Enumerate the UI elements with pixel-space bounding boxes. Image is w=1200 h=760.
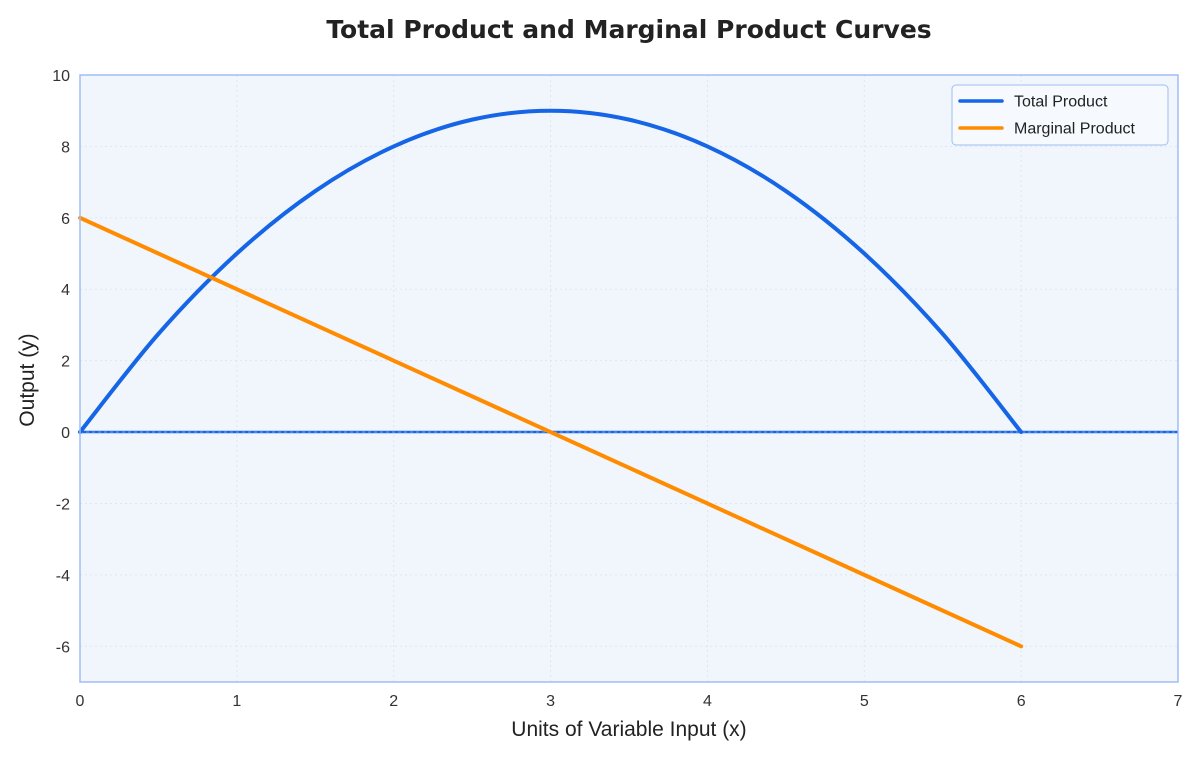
- x-tick-label: 1: [232, 693, 241, 710]
- x-tick-label: 5: [860, 693, 869, 710]
- series-lines: [78, 108, 1024, 649]
- y-tick-label: 10: [52, 68, 70, 85]
- series-line-marginal-product: [78, 215, 1024, 649]
- x-tick-label: 4: [703, 693, 712, 710]
- x-axis-label: Units of Variable Input (x): [511, 718, 746, 741]
- x-tick-label: 0: [76, 693, 85, 710]
- plot-border: [79, 74, 1179, 683]
- y-tick-label: 0: [61, 425, 70, 442]
- plot-background: [80, 75, 1178, 682]
- y-tick-labels: -6 -4 -2 0 2 4 6 8 10: [52, 68, 70, 656]
- chart-title: Total Product and Marginal Product Curve…: [326, 15, 931, 44]
- legend-label-marginal-product: Marginal Product: [1014, 121, 1136, 138]
- x-tick-label: 3: [546, 693, 555, 710]
- legend-box: [951, 84, 1169, 146]
- x-tick-label: 2: [389, 693, 398, 710]
- y-tick-label: -4: [56, 568, 70, 585]
- y-tick-label: 8: [61, 139, 70, 156]
- y-tick-label: 6: [61, 211, 70, 228]
- y-tick-label: -6: [56, 639, 70, 656]
- legend: Total Product Marginal Product: [951, 84, 1169, 146]
- y-tick-label: 2: [61, 354, 70, 371]
- x-tick-label: 7: [1174, 693, 1183, 710]
- y-tick-label: 4: [61, 282, 70, 299]
- x-tick-label: 6: [1017, 693, 1026, 710]
- y-axis-label: Output (y): [16, 333, 39, 426]
- series-line-total-product: [78, 108, 1024, 435]
- x-tick-labels: 0 1 2 3 4 5 6 7: [76, 693, 1183, 710]
- legend-label-total-product: Total Product: [1014, 94, 1108, 111]
- y-tick-label: -2: [56, 496, 70, 513]
